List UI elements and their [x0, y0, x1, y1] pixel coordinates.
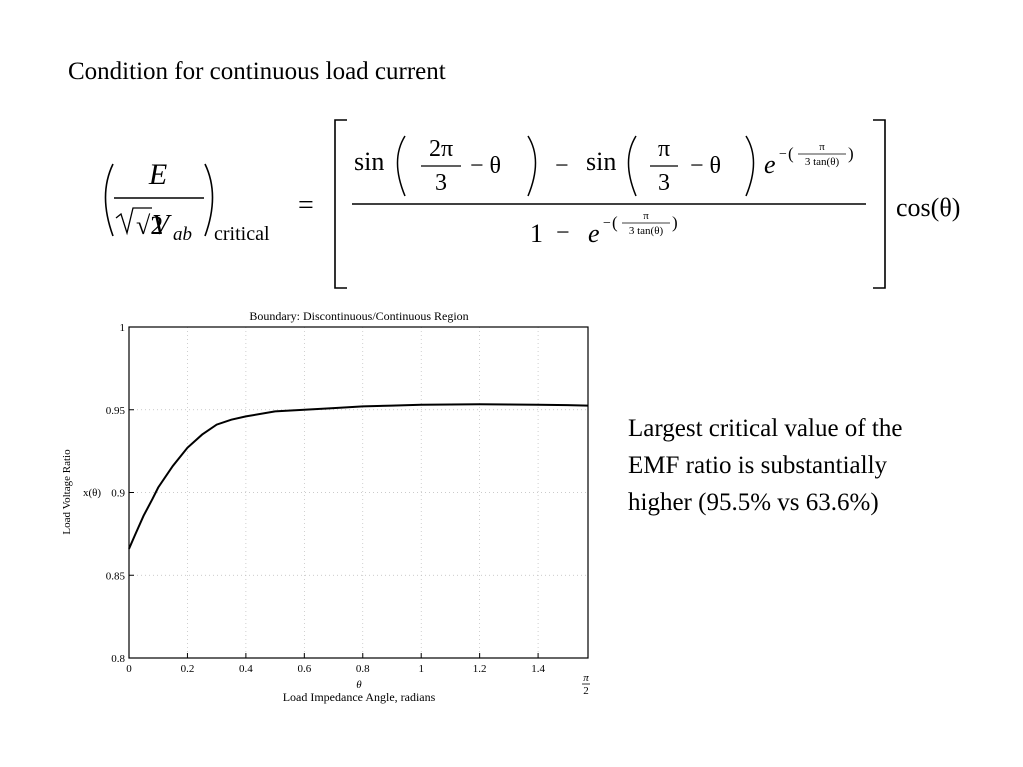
y-axis-symbol: x(θ) — [83, 487, 101, 499]
num-minus-theta-b: − θ — [690, 153, 721, 179]
x-tick-label: 0 — [126, 663, 132, 675]
left-bracket — [334, 119, 347, 289]
den-exp-pi: π — [643, 210, 649, 222]
den-minus: − — [556, 220, 570, 246]
lhs-v: V — [152, 210, 172, 241]
slide-heading: Condition for continuous load current — [68, 58, 446, 85]
equals-sign: = — [298, 190, 314, 221]
num-exp-den: 3 tan(θ) — [805, 156, 840, 168]
caption-line-3: higher (95.5% vs 63.6%) — [628, 489, 879, 516]
num-sin-1: sin — [354, 147, 384, 176]
den-exp-paren-right: ) — [672, 213, 678, 232]
caption-line-2: EMF ratio is substantially — [628, 452, 888, 479]
chart-ticks: 0 0.2 0.4 0.6 0.8 1 1.2 1.4 0.8 0.85 0.9 0.95 1 — [106, 322, 546, 675]
x-tick-label: 1.4 — [531, 663, 545, 675]
chart-grid — [129, 327, 588, 658]
num-exp-paren-left: ( — [788, 144, 794, 163]
num-paren-2-left — [627, 135, 637, 197]
num-minus: − — [555, 153, 569, 179]
series-curve — [128, 403, 589, 550]
den-one: 1 — [530, 219, 543, 248]
num-paren-2-right — [745, 135, 755, 197]
chart-title: Boundary: Discontinuous/Continuous Regio… — [249, 309, 468, 323]
caption-text: Largest critical value of the EMF ratio … — [628, 410, 1008, 521]
y-tick-label: 0.95 — [106, 405, 126, 417]
lhs-critical-label: critical — [214, 223, 270, 245]
lhs-left-paren — [104, 163, 114, 237]
den-exp-minus: − — [603, 216, 611, 231]
den-exp-den: 3 tan(θ) — [629, 225, 664, 237]
num-exp-pi: π — [819, 141, 825, 153]
den-e: e — [588, 219, 600, 248]
y-tick-label: 0.8 — [111, 653, 125, 665]
y-tick-label: 0.9 — [111, 488, 125, 500]
right-bracket — [873, 119, 886, 289]
caption-line-1: Largest critical value of the — [628, 415, 903, 442]
x-end-tick-num: π — [583, 672, 589, 684]
x-axis-label: Load Impedance Angle, radians — [283, 690, 436, 704]
main-numerator: sin 2π 3 − θ − sin π 3 − θ e − ( π 3 tan… — [354, 135, 854, 197]
x-tick-label: 0.8 — [356, 663, 370, 675]
x-tick-label: 1.2 — [473, 663, 487, 675]
x-end-tick-den: 2 — [583, 685, 589, 697]
y-tick-label: 0.85 — [106, 570, 126, 582]
num-exp-minus: − — [779, 147, 787, 162]
num-exp-e: e — [764, 150, 776, 179]
num-paren-1-left — [396, 135, 406, 197]
equation-lhs: E √2 V ab critical — [104, 158, 270, 245]
lhs-numerator: E — [148, 158, 167, 191]
num-exp-paren-right: ) — [848, 144, 854, 163]
big-bracket — [334, 119, 886, 289]
x-tick-label: 0.6 — [297, 663, 311, 675]
num-minus-theta-a: − θ — [470, 153, 501, 179]
num-3b: 3 — [658, 170, 670, 196]
critical-emf-equation: E √2 V ab critical = sin 2π 3 − θ − sin … — [104, 119, 960, 289]
x-tick-label: 0.4 — [239, 663, 253, 675]
x-axis-symbol: θ — [356, 679, 362, 691]
y-tick-label: 1 — [120, 322, 126, 334]
lhs-two: √2 — [136, 211, 163, 240]
num-pi: π — [658, 136, 670, 162]
num-paren-1-right — [527, 135, 537, 197]
num-3a: 3 — [435, 170, 447, 196]
lhs-sqrt-sign — [115, 207, 152, 236]
y-axis-label: Load Voltage Ratio — [61, 449, 73, 535]
boundary-chart: Boundary: Discontinuous/Continuous Regio… — [61, 309, 590, 704]
cos-factor: cos(θ) — [896, 193, 960, 222]
num-sin-2: sin — [586, 147, 616, 176]
num-2pi: 2π — [429, 136, 453, 162]
plot-frame — [128, 326, 589, 659]
den-exp-paren-left: ( — [612, 213, 618, 232]
x-tick-label: 1 — [418, 663, 424, 675]
main-denominator: 1 − e − ( π 3 tan(θ) ) — [530, 210, 678, 248]
lhs-subscript: ab — [173, 224, 192, 245]
lhs-right-paren — [204, 163, 214, 237]
x-tick-label: 0.2 — [181, 663, 195, 675]
